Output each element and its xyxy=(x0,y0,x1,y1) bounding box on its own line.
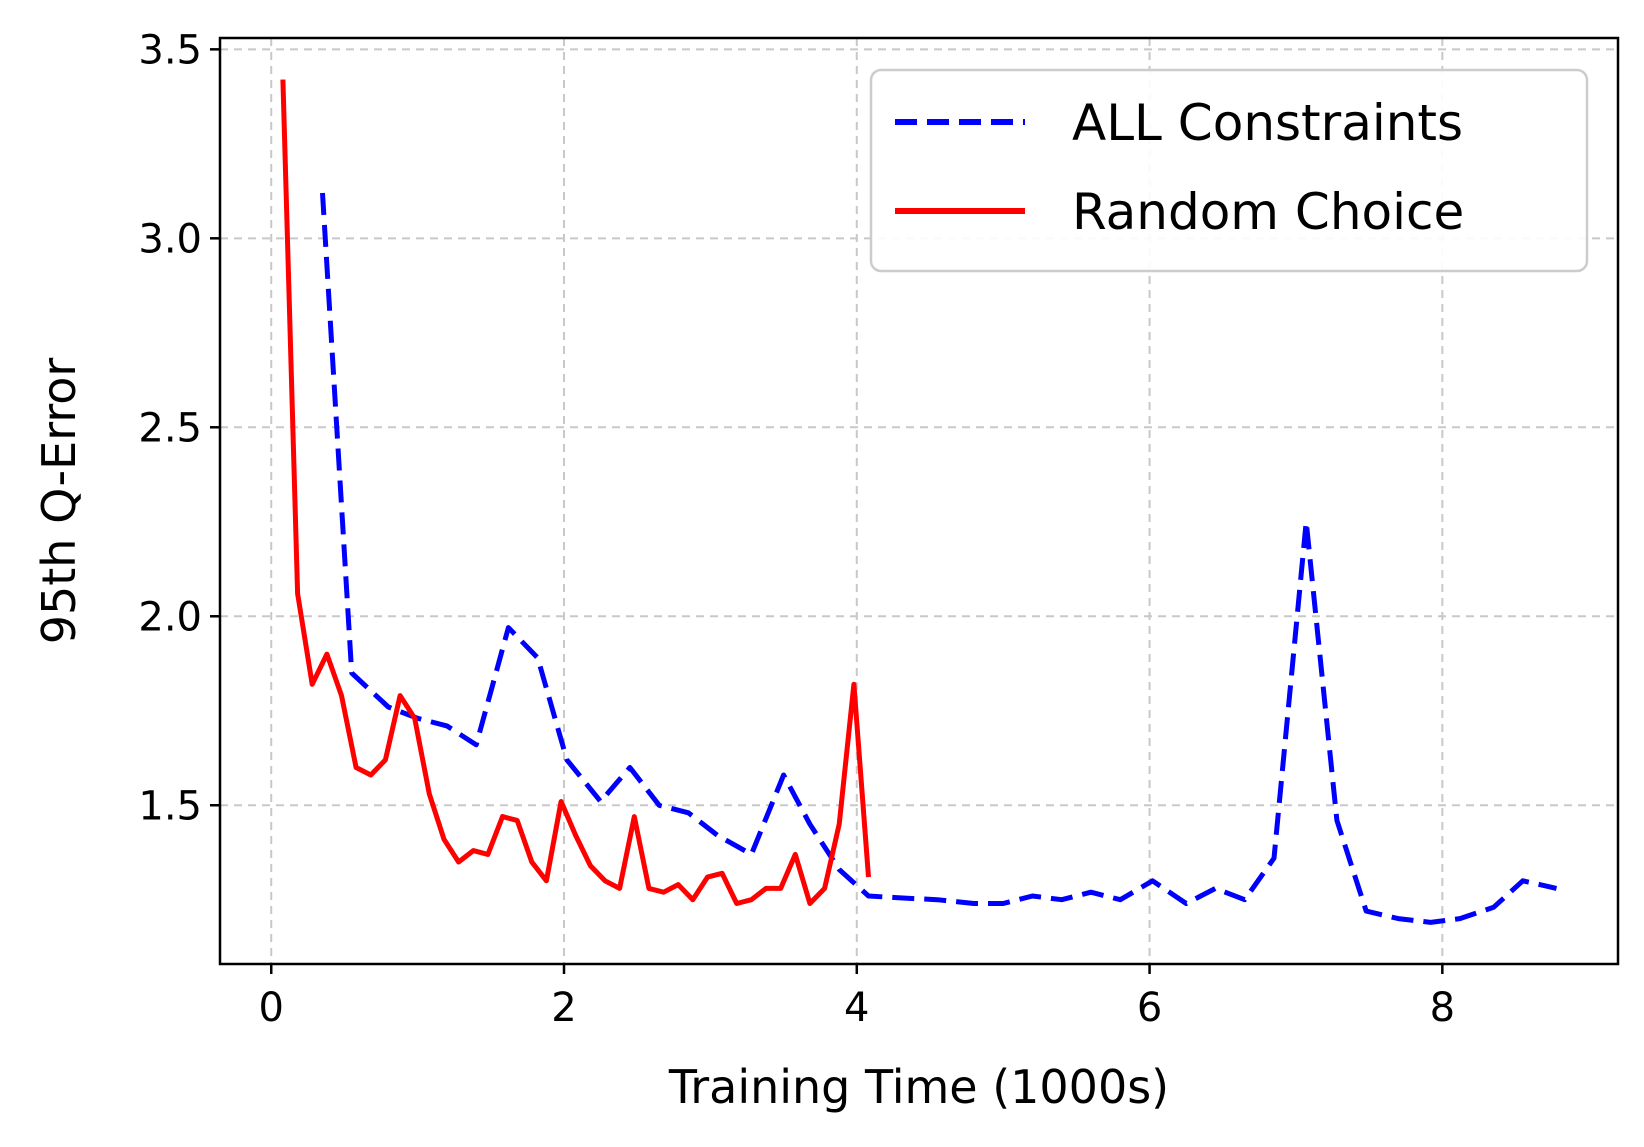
x-tick-label: 6 xyxy=(1137,985,1162,1031)
y-tick-label: 3.5 xyxy=(138,27,202,73)
legend-label-all-constraints: ALL Constraints xyxy=(1072,94,1463,152)
legend-label-random-choice: Random Choice xyxy=(1072,183,1464,241)
series-lines xyxy=(280,79,1558,925)
y-tick-label: 2.5 xyxy=(138,405,202,451)
legend-box xyxy=(869,68,1589,273)
x-tick-label: 2 xyxy=(551,985,576,1031)
axis-ticks: 0 2 4 6 8 1.5 2.0 2.5 3.0 3.5 xyxy=(138,27,1455,1031)
y-tick-label: 2.0 xyxy=(138,594,202,640)
y-axis-label: 95th Q-Error xyxy=(32,358,86,645)
y-tick-label: 1.5 xyxy=(138,783,202,829)
x-tick-label: 8 xyxy=(1430,985,1455,1031)
series-line-random-choice xyxy=(280,79,871,906)
y-tick-label: 3.0 xyxy=(138,216,202,262)
series-line-all-constraints xyxy=(320,192,1558,925)
legend: ALL Constraints Random Choice xyxy=(869,68,1589,273)
x-axis-label: Training Time (1000s) xyxy=(668,1060,1169,1114)
x-tick-label: 4 xyxy=(844,985,869,1031)
plot-frame xyxy=(218,36,1620,966)
x-tick-label: 0 xyxy=(259,985,284,1031)
